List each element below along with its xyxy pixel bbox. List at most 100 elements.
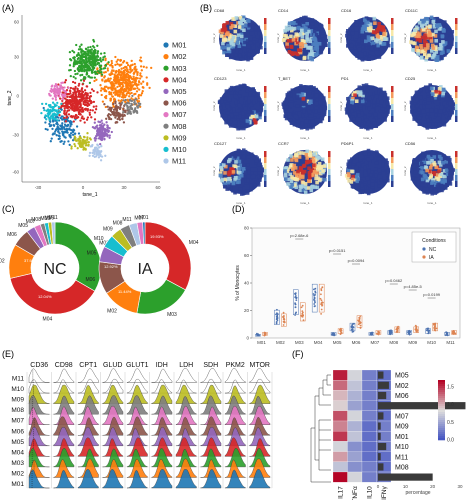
feature-cell [363,151,368,156]
colorbar-segment [264,151,267,157]
feature-cell [353,177,357,182]
feature-cell [360,183,364,188]
feature-cell [282,105,286,110]
tsne-point-m10 [51,101,55,104]
feature-cell [416,181,421,186]
feature-cell [255,156,259,160]
feature-cell [427,33,431,38]
feature-cell [316,51,321,56]
tsne-point-m02 [142,80,145,83]
legend-title: Conditions [422,238,446,244]
marker-title: CCR7 [278,141,290,146]
feature-cell [314,32,319,37]
colorbar-segment [391,110,394,116]
colorbar-segment [438,426,445,429]
feature-cell [368,22,373,27]
feature-cell [369,46,374,51]
feature-cell [448,101,453,106]
feature-cell [359,53,364,58]
feature-cell [364,160,368,165]
legend-label-m01: M01 [172,41,187,50]
tsne-point-m05 [103,138,106,141]
feature-cell [307,171,312,175]
column-header: MTOR [250,362,270,369]
tsne-point-m10 [50,110,54,113]
tsne-point-m08 [122,99,125,102]
tsne-point-m10 [53,103,56,106]
feature-cell [246,44,251,49]
tsne-point-m02 [140,92,144,95]
feature-cell [385,176,390,180]
y-tick-label: 30 [14,55,20,60]
tsne-point-m10 [51,105,55,109]
tsne-point-m01 [57,137,60,141]
feature-cell [416,49,420,53]
tsne-point-m02 [118,63,121,67]
tsne-point-m04 [65,116,68,119]
feature-cell [287,112,292,117]
feature-cell [238,54,242,58]
feature-cell [447,28,451,32]
density-ridge [151,417,173,436]
feature-cell [349,162,353,166]
point-nc [257,334,259,337]
tsne-point-m10 [52,116,55,120]
density-ridge [175,458,197,478]
tsne-point-m08 [137,104,140,107]
feature-cell [354,99,359,103]
feature-cell [218,173,223,178]
tsne-point-m04 [83,107,87,111]
feature-cell [225,96,229,100]
feature-cell [231,180,236,185]
tsne-point-m09 [78,139,82,143]
tsne-point-m03 [82,76,86,79]
feature-cell [220,177,224,182]
feature-cell [439,56,443,61]
column-header: LDH [179,362,193,369]
feature-cell [366,20,370,25]
feature-cell [377,93,382,98]
tsne-point-m04 [72,93,75,96]
feature-cell [317,42,322,46]
feature-cell [306,46,310,50]
feature-cell [430,97,435,102]
colorbar-segment [328,92,331,98]
tsne-point-m06 [114,100,117,103]
tsne-point-m01 [63,118,66,121]
tsne-point-m01 [62,125,66,129]
feature-cell [435,184,440,189]
feature-cell [291,38,296,42]
row-label: M02 [11,470,24,477]
feature-cell [320,43,324,47]
axis-label: tsne_2 [276,33,280,42]
feature-cell [437,122,442,127]
feature-cell [258,39,263,44]
feature-cell [240,192,244,196]
colorbar-segment [438,432,445,435]
feature-cell [361,83,366,88]
tsne-point-m03 [88,61,92,64]
tsne-point-m06 [106,105,109,108]
tsne-point-m01 [66,124,69,127]
feature-cell [220,101,225,106]
feature-cell [218,29,223,34]
feature-cell [242,153,246,158]
feature-cell [386,110,390,114]
feature-cell [320,116,325,121]
feature-cell [429,93,433,98]
feature-cell [229,186,233,191]
legend-label-nc: NC [429,247,437,253]
feature-cell [245,115,249,119]
feature-cell [419,87,423,92]
feature-cell [383,93,388,97]
feature-cell [373,21,377,25]
feature-cell [422,109,427,114]
tsne-point-m04 [74,92,77,96]
feature-cell [259,173,264,177]
feature-cell [318,169,323,174]
colorbar-segment [328,98,331,104]
tsne-point-m02 [130,59,133,63]
tsne-point-m04 [80,93,83,97]
feature-cell [379,178,383,182]
feature-cell [368,92,373,96]
